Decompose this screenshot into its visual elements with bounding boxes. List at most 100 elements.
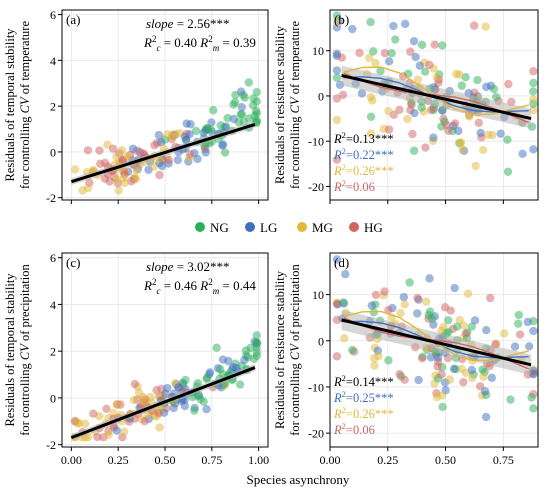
scatter-point [391, 35, 400, 44]
scatter-point [487, 373, 497, 382]
scatter-point [514, 319, 523, 328]
scatter-point [252, 338, 261, 347]
y-axis-label-line2: for controlling CV of precipitation [18, 264, 32, 436]
scatter-point [340, 334, 349, 343]
scatter-point [70, 165, 80, 174]
y-axis-label-line1: Residuals of resistance stability [273, 270, 287, 429]
scatter-point [481, 412, 491, 422]
r2-group-annotation: R2=0.06 [333, 178, 375, 194]
scatter-point [421, 67, 430, 76]
scatter-point [130, 379, 140, 389]
scatter-point [440, 303, 450, 312]
scatter-point [95, 146, 104, 155]
scatter-point [380, 287, 389, 296]
y-tick-label: -20 [308, 180, 324, 194]
scatter-point [484, 130, 493, 140]
scatter-point [482, 325, 491, 335]
scatter-point [384, 305, 393, 315]
scatter-point [201, 148, 210, 157]
scatter-point [529, 404, 538, 413]
panel-c: -2 0 2 4 6 0.00 0.25 0.50 0.75 1.00 (c) Residuals o… [3, 251, 269, 467]
scatter-point [476, 128, 485, 138]
scatter-point [252, 331, 261, 340]
scatter-point [468, 373, 477, 383]
scatter-point [185, 150, 195, 159]
scatter-point [518, 149, 527, 158]
scatter-point [387, 49, 396, 58]
y-axis-label-line1: Residuals of resistance stability [273, 25, 287, 184]
y-tick-label: 10 [312, 288, 324, 302]
scatter-point [202, 124, 211, 134]
x-tick-label: 0.25 [377, 453, 398, 467]
scatter-point [457, 364, 466, 374]
x-tick-label: 1.00 [248, 453, 269, 467]
scatter-point [380, 48, 390, 58]
scatter-point [479, 372, 488, 381]
scatter-point [93, 432, 102, 442]
scatter-point [405, 278, 414, 287]
legend-swatch-hg [349, 222, 359, 232]
scatter-point [173, 155, 183, 165]
r2-group-annotation: R2=0.06 [333, 421, 375, 437]
scatter-point [406, 47, 415, 56]
scatter-point [338, 90, 348, 100]
scatter-point [481, 22, 490, 31]
scatter-point [220, 148, 230, 157]
scatter-point [332, 155, 342, 164]
scatter-point [199, 397, 208, 407]
r2-group-annotation: R2=0.26*** [333, 405, 394, 421]
scatter-point [527, 393, 536, 402]
scatter-point [449, 364, 459, 374]
scatter-point [365, 53, 374, 63]
scatter-point [367, 301, 377, 310]
scatter-point [529, 326, 538, 336]
scatter-point [529, 145, 538, 154]
scatter-point [83, 146, 93, 155]
scatter-point [366, 112, 376, 121]
scatter-point [370, 361, 379, 370]
scatter-point [128, 144, 138, 153]
scatter-point [123, 151, 132, 161]
scatter-point [461, 72, 470, 82]
scatter-point [529, 78, 538, 88]
scatter-point [438, 402, 447, 412]
scatter-point [425, 274, 434, 283]
scatter-point [409, 146, 419, 155]
scatter-point [235, 380, 245, 389]
scatter-point [202, 404, 211, 414]
scatter-point [443, 316, 453, 325]
scatter-point [396, 308, 405, 318]
scatter-point [229, 114, 239, 124]
scatter-point [332, 17, 342, 26]
panel-tag: (b) [334, 12, 349, 27]
scatter-point [421, 143, 430, 152]
slope-annotation: slope = 2.56*** [146, 16, 230, 31]
scatter-point [332, 73, 342, 82]
scatter-point [450, 283, 459, 293]
scatter-point [489, 84, 499, 94]
scatter-point [408, 129, 417, 139]
scatter-point [433, 362, 442, 371]
regression-line [70, 123, 256, 184]
scatter-point [426, 353, 436, 362]
scatter-point [357, 89, 367, 98]
scatter-point [414, 375, 423, 385]
scatter-point [384, 57, 394, 66]
scatter-point [140, 416, 149, 426]
scatter-point [456, 138, 465, 148]
scatter-point [74, 419, 84, 428]
scatter-point [403, 114, 412, 124]
scatter-point [190, 406, 199, 415]
scatter-point [438, 41, 447, 50]
scatter-point [463, 289, 473, 298]
scatter-point [482, 82, 491, 92]
scatter-point [368, 47, 378, 56]
scatter-point [181, 375, 190, 385]
slope-annotation: slope = 3.02*** [146, 259, 230, 274]
scatter-point [223, 113, 232, 123]
scatter-point [241, 346, 251, 355]
scatter-point [400, 375, 409, 384]
scatter-point [83, 183, 93, 193]
scatter-point [252, 109, 261, 118]
